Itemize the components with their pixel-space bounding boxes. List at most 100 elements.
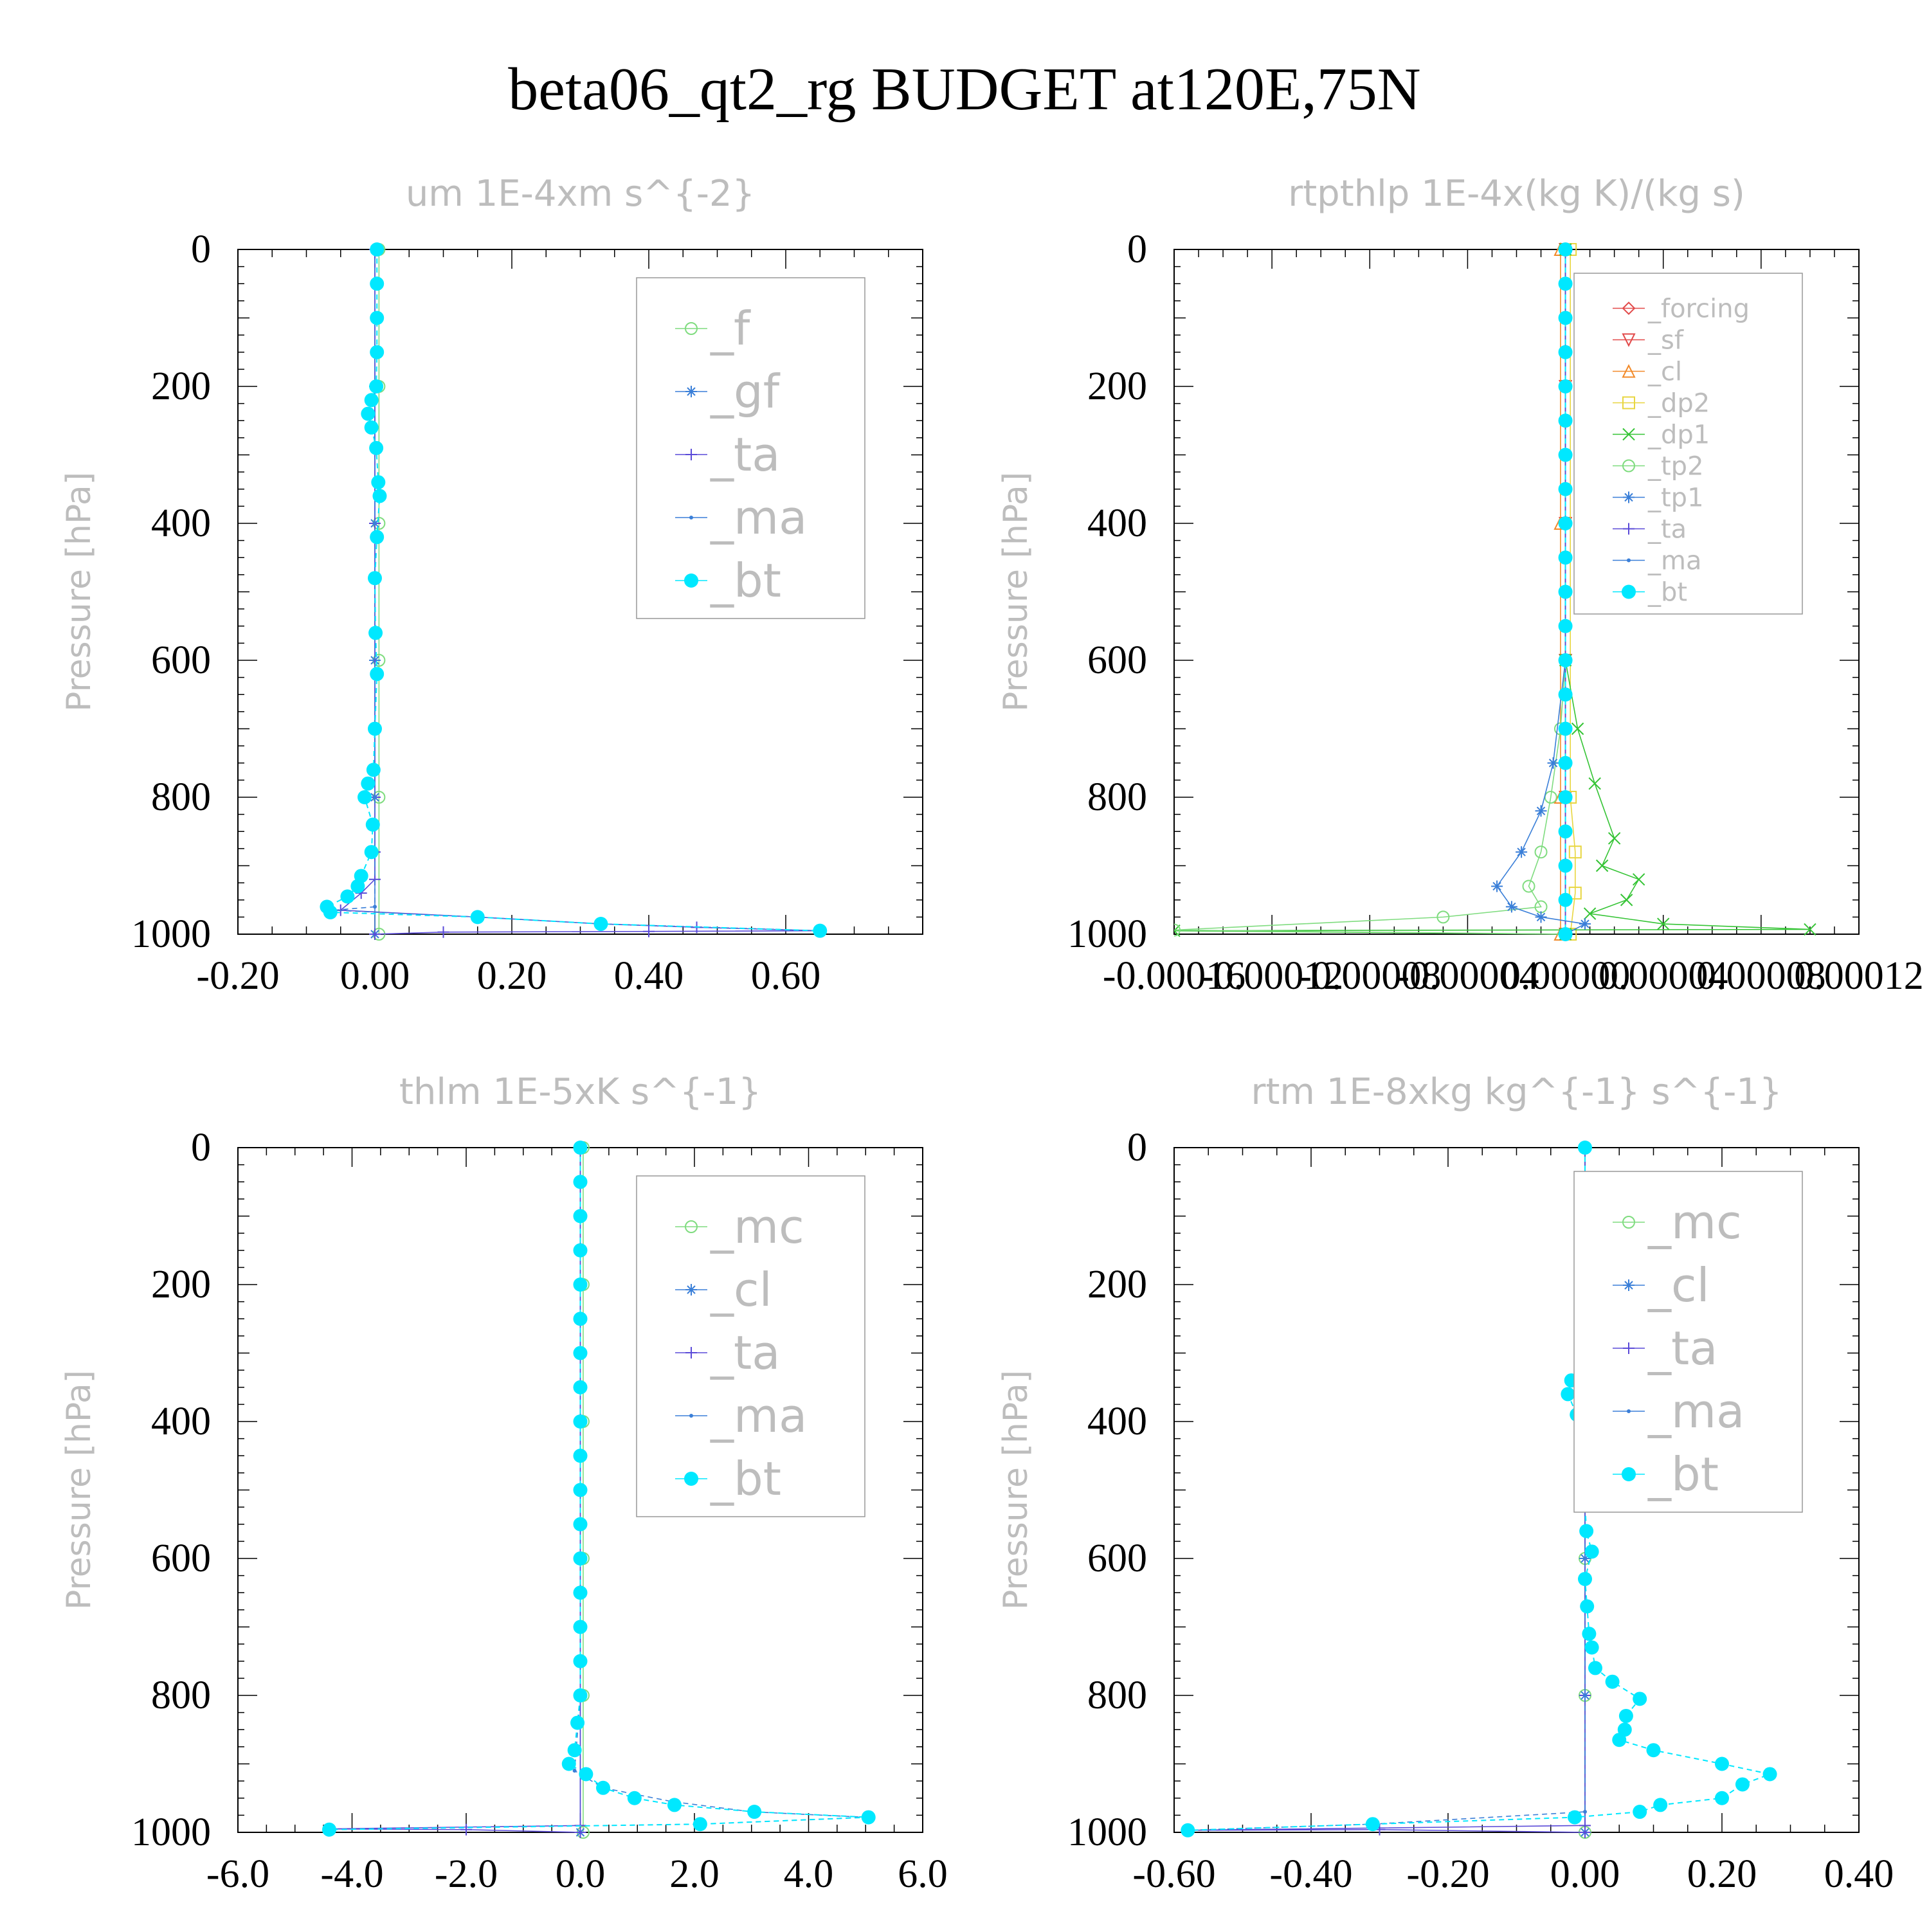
y-axis-label: Pressure [hPa] — [997, 472, 1035, 712]
data-point-bt — [747, 1805, 762, 1819]
legend-label: _gf — [710, 365, 781, 419]
data-point-bt — [370, 345, 385, 359]
data-point-bt — [340, 889, 355, 904]
data-point-bt — [573, 1414, 588, 1429]
y-tick-label: 0 — [1127, 228, 1147, 271]
legend-label: _ma — [710, 491, 807, 545]
data-point-tp1 — [1579, 918, 1591, 930]
data-point-bt — [1558, 824, 1573, 839]
data-point-bt — [573, 1620, 588, 1634]
x-tick-label: -0.00016 — [1103, 954, 1245, 998]
data-point-dp2 — [1568, 845, 1582, 859]
x-tick-label: 0.60 — [751, 954, 821, 998]
y-tick-label: 800 — [151, 775, 211, 819]
data-point-bt — [573, 1209, 588, 1223]
x-tick-label: -0.40 — [1269, 1852, 1352, 1896]
data-point-bt — [1612, 1733, 1627, 1747]
data-point-bt — [1735, 1777, 1750, 1792]
data-point-tp1 — [1491, 880, 1503, 892]
y-tick-label: 400 — [151, 1400, 211, 1443]
x-tick-label: 0.00000 — [1501, 954, 1631, 998]
legend-label: _bt — [1647, 578, 1687, 608]
data-point-bt — [1558, 413, 1573, 428]
data-point-bt — [1181, 1823, 1195, 1837]
data-point-bt — [364, 420, 379, 435]
data-point-bt — [1558, 482, 1573, 496]
legend-marker — [685, 1347, 697, 1359]
y-tick-label: 200 — [151, 1263, 211, 1306]
legend-box — [1573, 273, 1803, 615]
data-point-bt — [573, 1585, 588, 1600]
y-tick-label: 400 — [1087, 1400, 1147, 1443]
data-point-tp1 — [1505, 901, 1517, 913]
y-tick-label: 800 — [1087, 775, 1147, 819]
legend-box — [636, 277, 865, 619]
data-point-ma — [1583, 1810, 1587, 1814]
legend-label: _ta — [710, 428, 780, 482]
data-point-bt — [573, 1175, 588, 1189]
data-point-bt — [370, 530, 385, 545]
x-tick-label: -6.0 — [206, 1852, 269, 1896]
data-point-bt — [323, 905, 338, 919]
data-point-bt — [1633, 1692, 1647, 1706]
legend-marker — [1622, 1216, 1635, 1229]
data-point-dp1 — [1588, 777, 1601, 790]
data-point-tp1 — [1547, 757, 1559, 769]
panel-title: thlm 1E-5xK s^{-1} — [399, 1071, 761, 1113]
data-point-bt — [573, 1517, 588, 1531]
data-point-bt — [573, 1380, 588, 1395]
data-point-bt — [573, 1654, 588, 1668]
legend-label: _cl — [1647, 357, 1682, 387]
legend-label: _ma — [710, 1389, 807, 1443]
legend-marker — [1622, 584, 1636, 599]
data-point-bt — [570, 1715, 585, 1730]
data-point-bt — [1568, 1810, 1582, 1825]
x-tick-label: -2.0 — [435, 1852, 498, 1896]
data-point-bt — [1558, 311, 1573, 325]
y-tick-label: 600 — [151, 1537, 211, 1580]
data-point-dp1 — [1657, 917, 1670, 930]
data-point-bt — [693, 1817, 707, 1832]
y-tick-label: 400 — [151, 501, 211, 545]
data-point-bt — [573, 1483, 588, 1497]
x-tick-label: 0.0 — [556, 1852, 606, 1896]
data-point-bt — [370, 667, 385, 682]
data-point-bt — [573, 1688, 588, 1702]
data-point-bt — [573, 1141, 588, 1155]
legend-label: _dp2 — [1647, 389, 1710, 419]
series-line-bt — [329, 1148, 869, 1830]
legend-label: _tp2 — [1647, 452, 1704, 482]
data-point-dp2 — [1568, 887, 1582, 900]
data-point-ta — [460, 1823, 472, 1836]
y-tick-label: 1000 — [131, 1810, 211, 1854]
legend-label: _ma — [1647, 1384, 1744, 1438]
y-tick-label: 0 — [1127, 1126, 1147, 1169]
panel-4: rtm 1E-8xkg kg^{-1} s^{-1} Pressure [hPa]… — [997, 1071, 1894, 1896]
panel-1: um 1E-4xm s^{-2} Pressure [hPa] 0 200 400 600… — [60, 173, 923, 998]
data-point-dp1 — [1804, 923, 1816, 936]
data-point-bt — [1558, 653, 1573, 667]
data-point-bt — [1653, 1798, 1668, 1812]
y-tick-label: 1000 — [1067, 912, 1147, 956]
x-tick-label: -0.60 — [1132, 1852, 1215, 1896]
data-point-ma — [373, 795, 377, 799]
data-point-tp2 — [1174, 923, 1181, 937]
legend-marker — [685, 386, 697, 397]
data-point-ma — [1583, 1557, 1587, 1560]
x-tick-label: 0.40 — [614, 954, 684, 998]
data-point-bt — [368, 721, 382, 736]
legend-marker — [1622, 1467, 1636, 1481]
data-point-ma — [1583, 1693, 1587, 1697]
y-axis-label: Pressure [hPa] — [60, 1370, 98, 1610]
legend-marker — [684, 1472, 698, 1486]
y-tick-label: 600 — [1087, 1537, 1147, 1580]
data-point-bt — [1633, 1805, 1647, 1819]
legend-label: _cl — [710, 1263, 772, 1317]
data-point-bt — [1584, 1544, 1599, 1559]
x-tick-label: 0.40 — [1824, 1852, 1894, 1896]
data-point-ta — [369, 928, 381, 940]
legend-label: _bt — [710, 1452, 781, 1506]
legend-label: _bt — [710, 554, 781, 608]
legend-label: _dp1 — [1647, 420, 1710, 450]
